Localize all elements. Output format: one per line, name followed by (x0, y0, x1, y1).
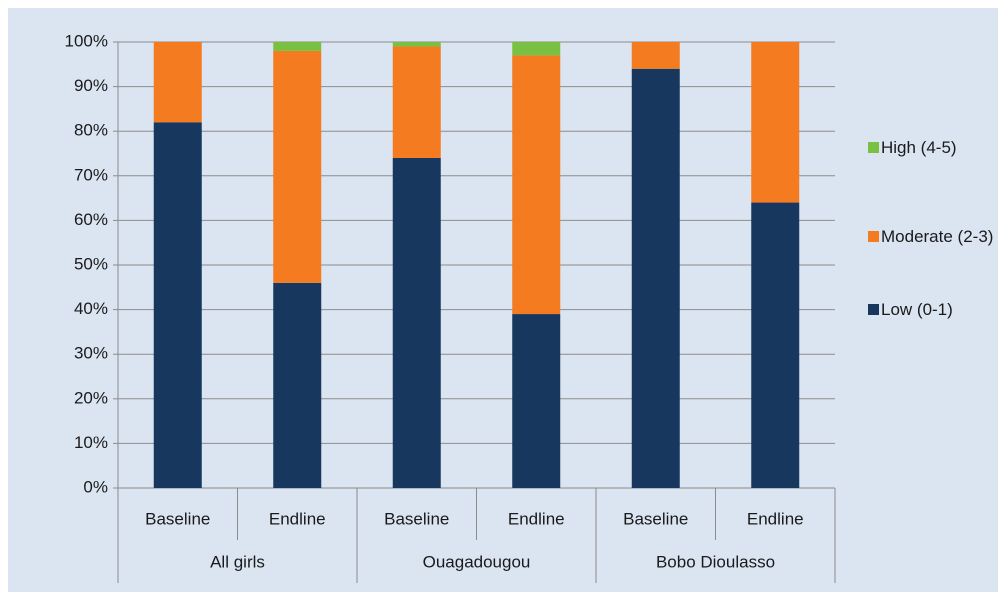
legend-swatch (868, 231, 879, 242)
bar-segment (273, 282, 322, 488)
y-tick-label: 50% (74, 254, 108, 273)
bar-segment (512, 55, 561, 315)
x-tick-label: Baseline (384, 509, 449, 528)
bar-segment (631, 68, 680, 488)
y-tick-label: 100% (65, 31, 108, 50)
bar-segment (392, 46, 441, 158)
y-tick-label: 80% (74, 121, 108, 140)
y-tick-label: 20% (74, 388, 108, 407)
bar-segment (153, 122, 202, 488)
bar-segment (153, 42, 202, 123)
legend-label: Moderate (2-3) (881, 227, 994, 246)
group-label: All girls (210, 552, 265, 571)
group-label: Ouagadougou (423, 552, 531, 571)
y-tick-label: 30% (74, 344, 108, 363)
y-tick-label: 70% (74, 165, 108, 184)
y-tick-label: 0% (83, 477, 108, 496)
bar-segment (751, 202, 800, 488)
bar-segment (512, 42, 561, 56)
legend-label: High (4-5) (881, 138, 957, 157)
bar-segment (273, 42, 322, 51)
x-tick-label: Endline (508, 509, 565, 528)
y-tick-label: 10% (74, 433, 108, 452)
x-tick-label: Baseline (623, 509, 688, 528)
legend-label: Low (0-1) (881, 300, 953, 319)
bar-segment (273, 50, 322, 283)
y-tick-label: 40% (74, 299, 108, 318)
legend-swatch (868, 142, 879, 153)
bar-segment (631, 42, 680, 69)
x-tick-label: Endline (269, 509, 326, 528)
bar-segment (751, 42, 800, 203)
legend-item: High (4-5) (868, 137, 998, 159)
legend-item: Low (0-1) (868, 299, 998, 321)
bar-segment (392, 42, 441, 47)
y-tick-label: 90% (74, 76, 108, 95)
x-tick-label: Endline (747, 509, 804, 528)
legend-item: Moderate (2-3) (868, 226, 998, 248)
legend-swatch (868, 304, 879, 315)
group-label: Bobo Dioulasso (656, 552, 775, 571)
bar-segment (392, 157, 441, 488)
y-tick-label: 60% (74, 210, 108, 229)
bar-segment (512, 314, 561, 488)
x-tick-label: Baseline (145, 509, 210, 528)
